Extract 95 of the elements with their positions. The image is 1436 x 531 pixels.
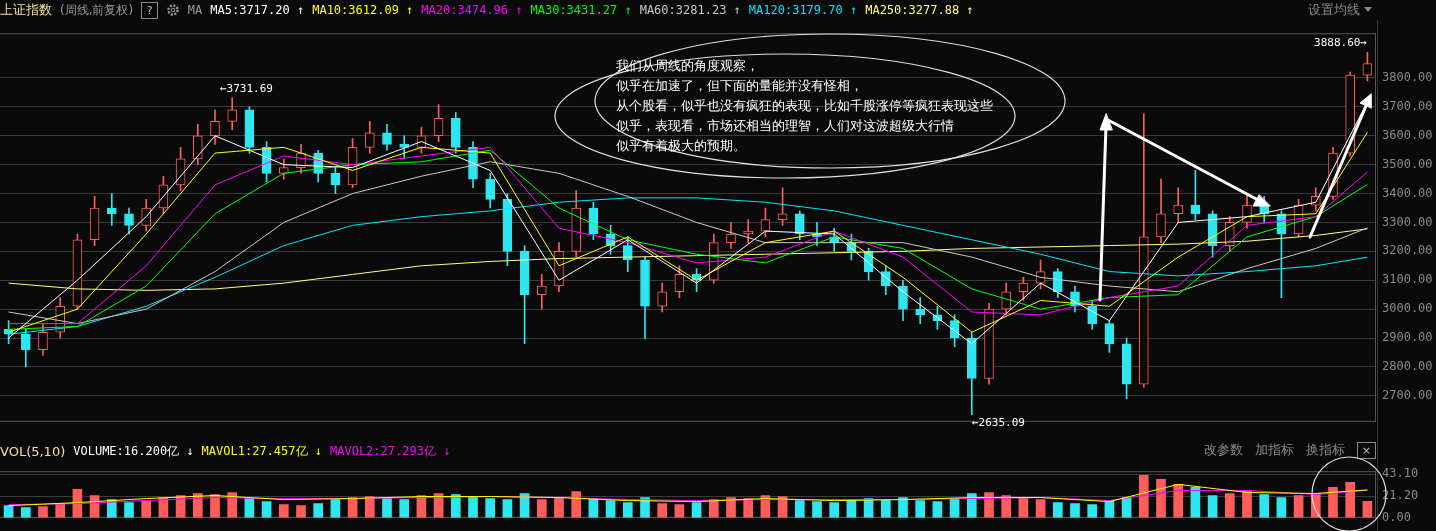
- y-tick-label: 2900.00: [1382, 330, 1433, 345]
- bar: [210, 494, 220, 518]
- bar: [1328, 487, 1338, 518]
- y-tick-label: 3400.00: [1382, 185, 1433, 200]
- bar: [743, 498, 754, 518]
- bar: [554, 497, 564, 518]
- bar: [313, 503, 324, 518]
- bar: [794, 500, 805, 518]
- y-tick-label: 3800.00: [1382, 70, 1433, 85]
- bar: [1035, 499, 1046, 518]
- text: MA5:3717.20 ↑: [210, 3, 305, 17]
- annotation: 似乎，表现看，市场还相当的理智，人们对这波超级大行情: [616, 117, 955, 135]
- bar: [1224, 493, 1235, 518]
- y-tick-label: 3600.00: [1382, 127, 1433, 142]
- bar: [536, 499, 547, 518]
- bar: [468, 496, 478, 518]
- candlestick: [106, 193, 117, 226]
- bar: [674, 504, 685, 518]
- y-tick-label: 3300.00: [1382, 214, 1433, 229]
- y-tick-label: 3500.00: [1382, 156, 1433, 171]
- text: ×: [1356, 441, 1376, 459]
- bar: [141, 500, 152, 518]
- bar: [1173, 484, 1184, 518]
- text: MAVOL1:27.457亿 ↓: [201, 442, 322, 460]
- bar: [708, 499, 719, 518]
- y-tick-label: 3200.00: [1382, 243, 1433, 258]
- bar: [571, 491, 582, 518]
- bar: [691, 502, 702, 518]
- y-tick-label: 3000.00: [1382, 301, 1433, 316]
- bar: [1242, 490, 1252, 518]
- bar: [622, 502, 633, 518]
- bar: [450, 494, 461, 518]
- bar: [880, 499, 891, 518]
- bar: [382, 498, 392, 518]
- chart-title: 上证指数: [0, 1, 52, 19]
- bar: [399, 499, 410, 518]
- chart-title: VOL(5,10): [0, 443, 66, 459]
- bar: [1001, 495, 1012, 518]
- bar: [1138, 474, 1149, 518]
- bar: [1345, 482, 1356, 518]
- bar: [932, 501, 943, 518]
- text: MA120:3179.70 ↑: [748, 3, 858, 17]
- bar: [915, 500, 926, 518]
- bar: [261, 501, 272, 518]
- bar: [38, 506, 48, 518]
- bar: [278, 504, 289, 518]
- bar: [1362, 501, 1373, 518]
- annotation: ←2635.09: [972, 416, 1025, 429]
- y-tick-label: 3100.00: [1382, 272, 1433, 287]
- bar: [829, 502, 840, 518]
- bar: [502, 499, 513, 518]
- text: MA20:3474.96 ↑: [421, 3, 523, 17]
- bar: [485, 498, 496, 518]
- bar: [1207, 495, 1218, 518]
- text: MA250:3277.88 ↑: [865, 3, 974, 17]
- bar: [1070, 503, 1080, 518]
- bar: [966, 493, 977, 518]
- bar: [1259, 494, 1270, 518]
- bar: [227, 492, 238, 518]
- text: 改参数: [1203, 441, 1243, 459]
- text: 换指标: [1305, 441, 1345, 459]
- annotation: 似乎在加速了，但下面的量能并没有怪相，: [616, 77, 864, 95]
- y-tick-label: 2800.00: [1382, 359, 1433, 374]
- text: 加指标: [1254, 441, 1294, 459]
- bar: [657, 503, 668, 518]
- bar: [20, 507, 31, 518]
- y-tick-label: 2700.00: [1382, 387, 1433, 402]
- y-tick-label: 0.00: [1382, 509, 1411, 524]
- text: 设置均线: [1308, 1, 1360, 19]
- y-tick-label: 43.10: [1382, 466, 1419, 481]
- text: VOLUME:16.200亿 ↓: [73, 442, 194, 460]
- text: MA30:3431.27 ↑: [530, 3, 632, 17]
- bar: [330, 499, 341, 518]
- bar: [984, 492, 994, 518]
- bar: [1156, 478, 1166, 518]
- bar: [1087, 504, 1098, 518]
- bar: [812, 501, 822, 518]
- text: MAVOL2:27.293亿 ↓: [329, 442, 451, 460]
- annotation: ←3731.69: [220, 82, 273, 95]
- text: ?: [141, 1, 158, 19]
- legend-title: MA: [187, 3, 203, 17]
- annotation: 3888.60→: [1314, 36, 1367, 49]
- bar: [296, 505, 306, 518]
- bar: [1276, 497, 1287, 518]
- y-tick-label: 3700.00: [1382, 99, 1433, 113]
- chart-subtitle: (周线,前复权): [60, 1, 134, 19]
- annotation: 从个股看，似乎也没有疯狂的表现，比如千股涨停等疯狂表现这些: [616, 97, 993, 115]
- bar: [726, 497, 736, 518]
- text: MA10:3612.09 ↑: [312, 3, 414, 17]
- text: MA60:3281.23 ↑: [639, 3, 741, 17]
- bar: [1293, 495, 1304, 518]
- bar: [1052, 502, 1063, 518]
- bar: [124, 502, 134, 518]
- bar: [364, 496, 375, 518]
- bar: [898, 497, 908, 518]
